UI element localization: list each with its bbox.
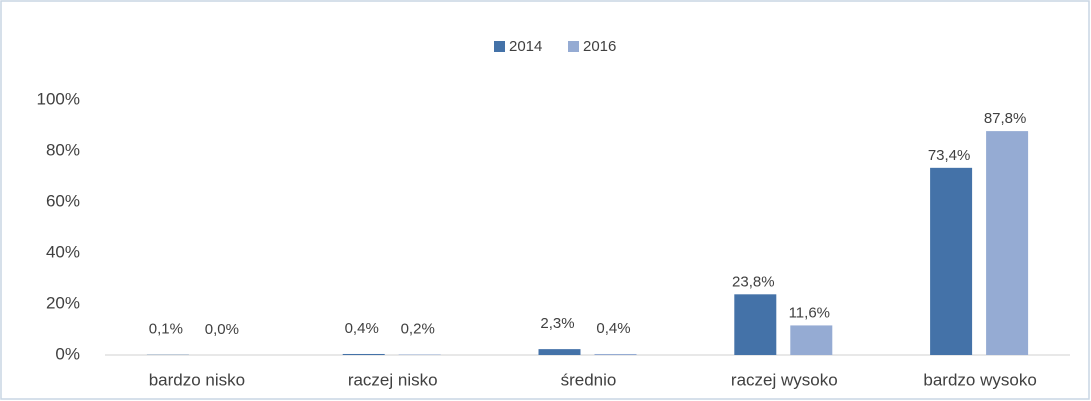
y-tick-label: 0%	[55, 344, 80, 363]
bar	[398, 354, 441, 355]
legend-swatch	[568, 41, 579, 52]
legend-swatch	[494, 41, 505, 52]
value-label: 0,4%	[345, 320, 379, 337]
legend-label: 2016	[583, 38, 616, 55]
value-label: 2,3%	[540, 315, 574, 332]
legend-label: 2014	[509, 38, 542, 55]
value-label: 0,1%	[149, 321, 183, 338]
bar	[594, 353, 637, 355]
bar	[986, 131, 1029, 355]
value-label: 87,8%	[984, 110, 1027, 127]
bar	[734, 294, 777, 355]
x-tick-label: bardzo wysoko	[923, 370, 1036, 389]
x-tick-label: raczej nisko	[348, 370, 438, 389]
y-tick-label: 60%	[46, 191, 80, 210]
value-label: 23,8%	[732, 273, 775, 290]
bar	[342, 353, 385, 355]
y-tick-label: 100%	[37, 89, 80, 108]
y-tick-label: 20%	[46, 293, 80, 312]
x-tick-label: średnio	[561, 370, 617, 389]
value-label: 0,0%	[205, 321, 239, 338]
bar	[538, 349, 581, 355]
x-tick-label: bardzo nisko	[149, 370, 245, 389]
value-label: 0,4%	[596, 320, 630, 337]
value-label: 11,6%	[789, 304, 830, 321]
value-label: 0,2%	[401, 320, 435, 337]
bar	[930, 167, 973, 355]
x-tick-label: raczej wysoko	[731, 370, 838, 389]
y-tick-label: 80%	[46, 140, 80, 159]
y-tick-label: 40%	[46, 242, 80, 261]
bar	[790, 325, 833, 355]
value-label: 73,4%	[928, 147, 971, 164]
